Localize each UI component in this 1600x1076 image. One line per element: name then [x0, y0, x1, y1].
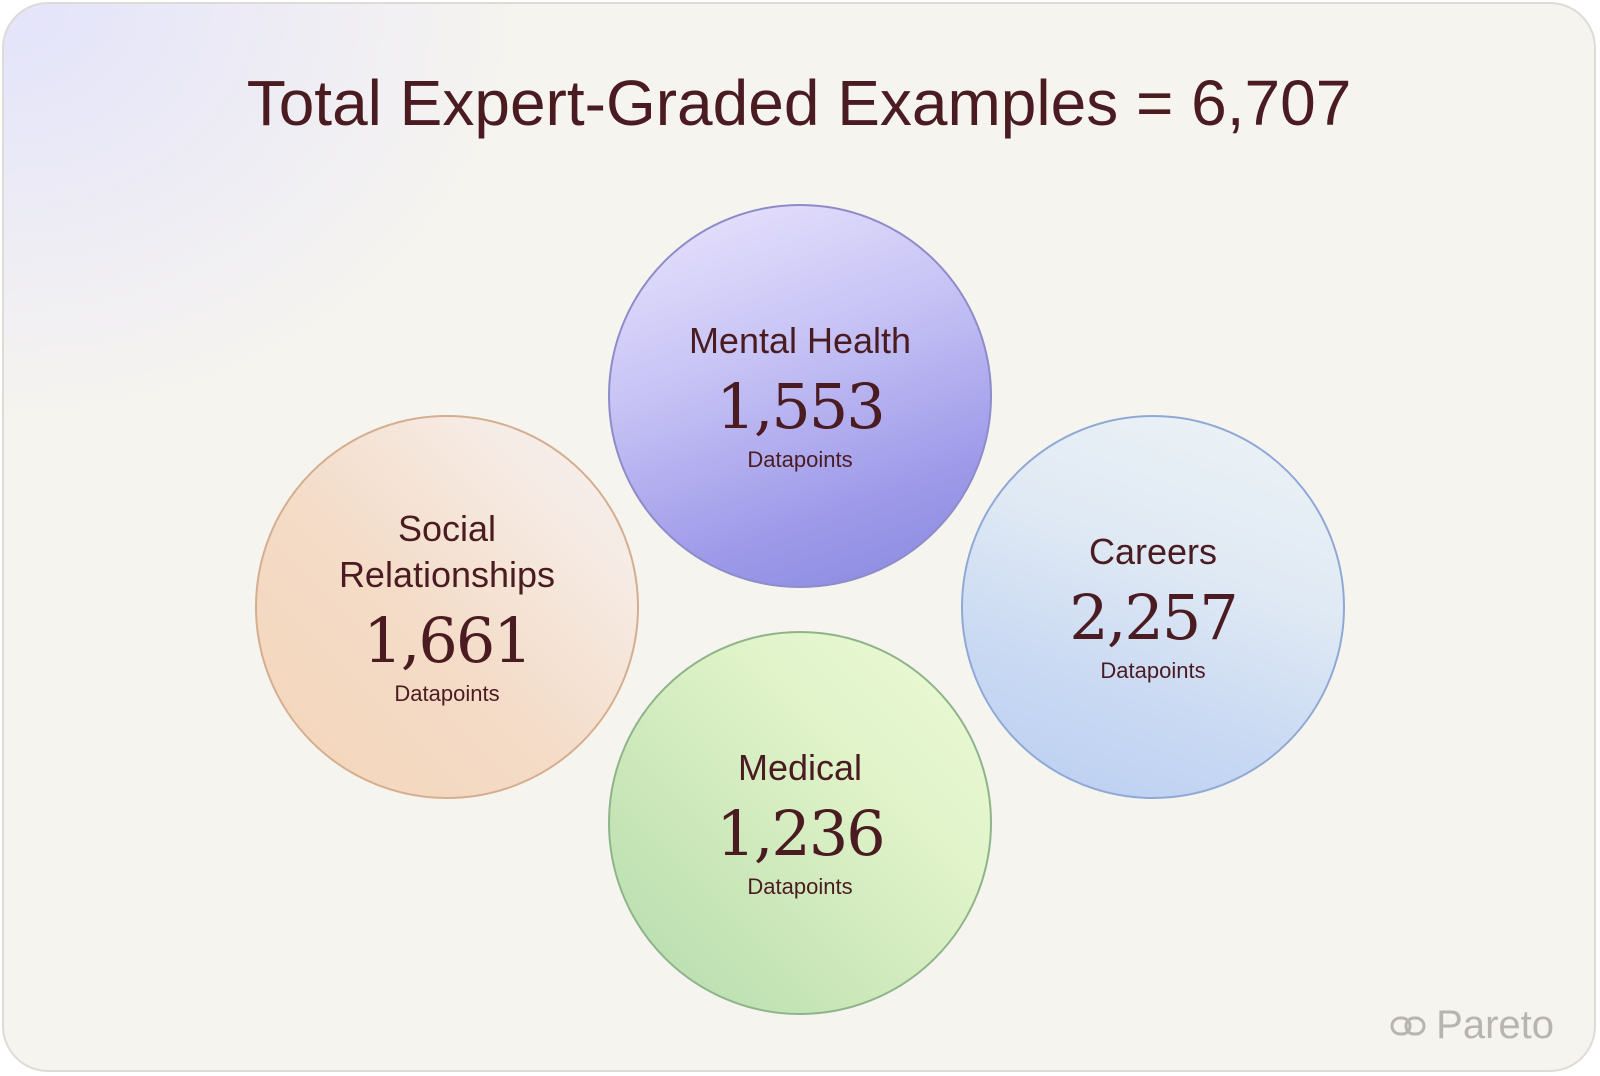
category-label: Mental Health	[688, 320, 912, 361]
category-count: 1,661	[363, 604, 532, 677]
infinity-link-icon	[1390, 1016, 1426, 1035]
category-count: 1,236	[716, 797, 885, 870]
brand-logo: Pareto	[1390, 1003, 1554, 1048]
category-label: Social Relationships	[338, 508, 556, 595]
category-bubble-mental-health: Mental Health 1,553 Datapoints	[608, 204, 992, 588]
category-bubble-medical: Medical 1,236 Datapoints	[608, 631, 992, 1015]
category-unit: Datapoints	[394, 681, 500, 706]
category-bubble-social-relationships: Social Relationships 1,661 Datapoints	[255, 415, 639, 799]
category-unit: Datapoints	[747, 447, 853, 472]
category-unit: Datapoints	[1100, 658, 1206, 683]
brand-name: Pareto	[1436, 1003, 1554, 1047]
category-unit: Datapoints	[747, 874, 853, 899]
category-count: 2,257	[1069, 581, 1238, 654]
category-count: 1,553	[716, 370, 885, 443]
page-title: Total Expert-Graded Examples = 6,707	[246, 67, 1352, 139]
category-bubble-careers: Careers 2,257 Datapoints	[961, 415, 1345, 799]
category-label: Medical	[737, 747, 863, 788]
category-label: Careers	[1088, 531, 1218, 572]
